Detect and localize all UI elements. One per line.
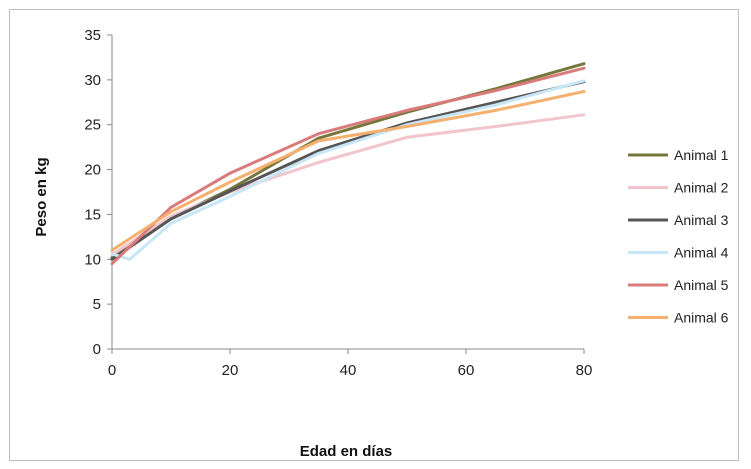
y-axis-title: Peso en kg (33, 157, 50, 236)
series-line-animal-2 (110, 113, 586, 257)
series-line-animal-3 (110, 80, 586, 261)
y-tick-label: 5 (93, 296, 101, 313)
series-line-animal-1 (110, 62, 586, 259)
series-lines (110, 62, 586, 266)
legend: Animal 1 Animal 2 Animal 3 Animal 4 Animal 5… (628, 147, 729, 326)
x-axis: 0 20 40 60 80 (108, 348, 593, 379)
series-line-animal-4 (110, 79, 586, 261)
legend-label: Animal 1 (674, 147, 729, 163)
x-tick-label: 40 (340, 362, 357, 379)
x-axis-title: Edad en días (300, 443, 393, 460)
y-tick-label: 15 (84, 206, 101, 223)
x-tick-label: 60 (458, 362, 475, 379)
series-line-animal-5 (110, 66, 586, 266)
y-tick-label: 10 (84, 251, 101, 268)
y-axis: 0 5 10 15 20 25 30 35 (84, 27, 113, 358)
chart-frame (9, 9, 739, 461)
y-tick-label: 20 (84, 162, 101, 179)
legend-label: Animal 2 (674, 180, 729, 196)
y-tick-label: 0 (93, 341, 101, 358)
legend-label: Animal 5 (674, 277, 729, 293)
legend-label: Animal 4 (674, 245, 729, 261)
y-tick-label: 25 (84, 117, 101, 134)
legend-label: Animal 3 (674, 212, 729, 228)
series-line-animal-6 (110, 90, 586, 252)
y-tick-label: 30 (84, 72, 101, 89)
x-tick-label: 80 (576, 362, 593, 379)
x-tick-label: 20 (222, 362, 239, 379)
y-tick-label: 35 (84, 27, 101, 44)
x-tick-label: 0 (108, 362, 116, 379)
legend-label: Animal 6 (674, 310, 729, 326)
